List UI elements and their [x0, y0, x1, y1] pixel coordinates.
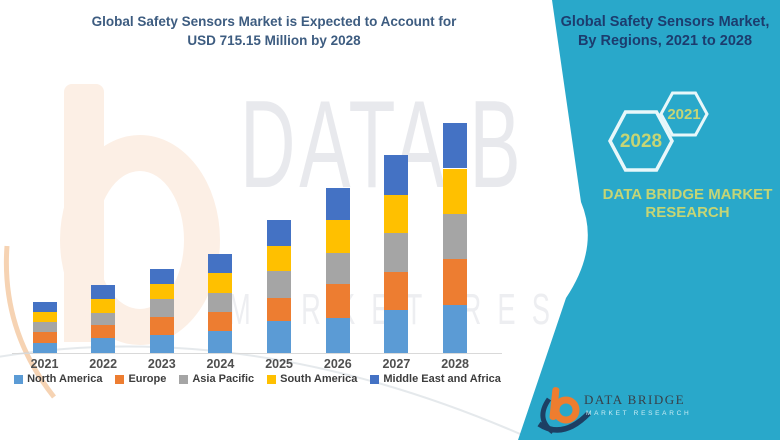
bar-segment-middle-east-and-africa	[267, 220, 292, 247]
bar-segment-north-america	[443, 304, 468, 353]
bar-segment-europe	[443, 259, 468, 305]
bar-segment-asia-pacific	[384, 232, 409, 272]
bar-segment-middle-east-and-africa	[149, 268, 174, 285]
sidebar-title-line1: Global Safety Sensors Market,	[560, 14, 770, 30]
bar-segment-asia-pacific	[267, 270, 292, 298]
logo-swoosh-bottom	[537, 411, 591, 433]
sidebar-background-shape	[518, 0, 780, 440]
bar-segment-europe	[325, 284, 350, 319]
sidebar-brand-line2: RESEARCH	[645, 204, 730, 221]
bar-segment-south-america	[267, 246, 292, 271]
chart-title: Global Safety Sensors Market is Expected…	[0, 12, 548, 50]
bar-segment-south-america	[443, 168, 468, 215]
hexagon-2028	[608, 110, 674, 172]
bar-segment-south-america	[325, 220, 350, 253]
bar-segment-south-america	[384, 194, 409, 233]
bar-segment-south-america	[149, 284, 174, 300]
sidebar-title-line2: By Regions, 2021 to 2028	[577, 33, 753, 49]
chart-title-line2: USD 715.15 Million by 2028	[187, 33, 361, 48]
logo-b-bowl	[552, 396, 580, 424]
chart-title-line1: Global Safety Sensors Market is Expected…	[91, 14, 457, 29]
data-bridge-logo-icon	[537, 387, 591, 435]
sidebar-title: Global Safety Sensors Market, By Regions…	[556, 13, 774, 51]
hexagon-2021-label: 2021	[667, 106, 701, 123]
bar-segment-asia-pacific	[443, 214, 468, 260]
bar-segment-europe	[267, 297, 292, 322]
hexagon-2021	[659, 91, 709, 137]
bar-segment-europe	[384, 271, 409, 311]
hexagon-2028-label: 2028	[619, 131, 663, 152]
bar-segment-asia-pacific	[325, 252, 350, 285]
footer-logo-name: DATA BRIDGE	[584, 392, 686, 407]
bar-segment-middle-east-and-africa	[325, 188, 350, 220]
bar-segment-middle-east-and-africa	[443, 122, 468, 169]
footer-logo-subtitle: MARKET RESEARCH	[586, 410, 692, 417]
sidebar-brand-line1: DATA BRIDGE MARKET	[602, 186, 773, 203]
bar-segment-middle-east-and-africa	[384, 155, 409, 195]
